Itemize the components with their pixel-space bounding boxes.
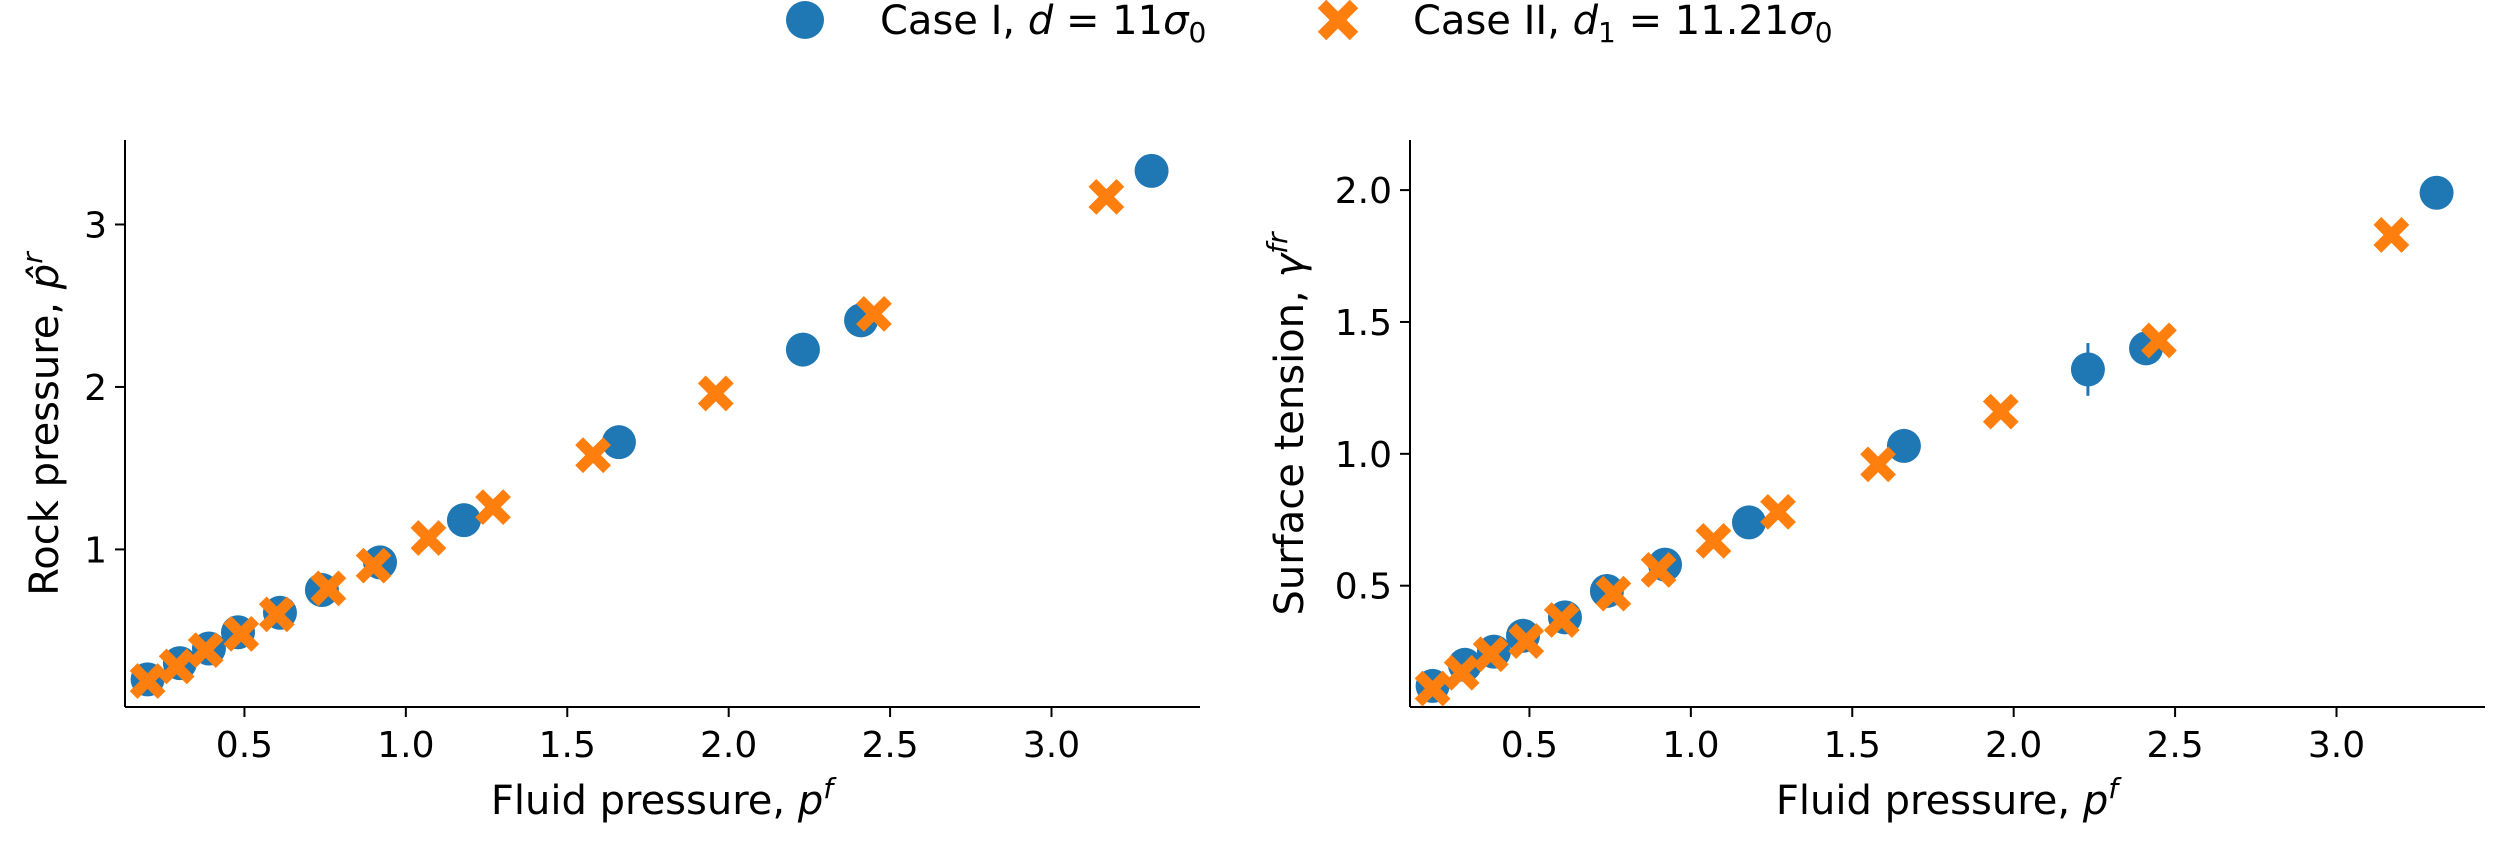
y-tick-label: 1.0 xyxy=(1335,435,1392,476)
data-points xyxy=(129,153,1169,699)
data-point-case2 xyxy=(856,295,892,332)
x-tick-label: 1.0 xyxy=(1662,725,1719,766)
data-point-case2 xyxy=(1472,636,1509,673)
data-point-case1 xyxy=(1731,505,1766,540)
x-tick-label: 3.0 xyxy=(2308,725,2365,766)
y-tick-label: 2.0 xyxy=(1335,171,1392,212)
data-point-case2 xyxy=(475,489,511,526)
rock-pressure-panel: 0.5 1.0 1.5 2.0 2.5 3.0 1 2 3 Fluid pressure, p… xyxy=(16,140,1200,824)
x-tick-label: 1.5 xyxy=(1824,725,1881,766)
legend-label-case1: Case I, d = 11σ0 xyxy=(880,0,1206,49)
data-point-case2 xyxy=(310,570,347,607)
data-point-case2 xyxy=(1640,551,1677,588)
x-ticks: 0.5 1.0 1.5 2.0 2.5 3.0 xyxy=(1501,707,2365,766)
x-tick-label: 2.5 xyxy=(2146,725,2203,766)
data-point-case1 xyxy=(601,425,636,460)
surface-tension-panel: 0.5 1.0 1.5 2.0 2.5 3.0 0.5 1.0 1.5 2.0 Fluid pr… xyxy=(1261,140,2485,824)
x-tick-label: 2.0 xyxy=(1985,725,2042,766)
x-axis-label: Fluid pressure, pf xyxy=(1776,772,2122,824)
y-axis-label: Surface tension, γfr xyxy=(1261,231,1313,615)
y-tick-label: 1 xyxy=(84,530,107,571)
y-tick-label: 1.5 xyxy=(1335,303,1392,344)
y-tick-label: 2 xyxy=(84,368,107,409)
legend: Case I, d = 11σ0 Case II, d1 = 11.21σ0 xyxy=(786,0,1833,49)
data-point-case2 xyxy=(1088,178,1125,215)
data-point-case2 xyxy=(1860,446,1896,483)
x-tick-label: 3.0 xyxy=(1023,725,1080,766)
x-tick-label: 1.0 xyxy=(377,725,434,766)
data-point-case1 xyxy=(2419,175,2454,210)
data-point-case1 xyxy=(2070,352,2105,387)
y-tick-label: 0.5 xyxy=(1335,567,1392,608)
x-axis-label: Fluid pressure, pf xyxy=(491,772,837,824)
data-point-case2 xyxy=(410,520,447,556)
y-ticks: 0.5 1.0 1.5 2.0 xyxy=(1335,171,1410,608)
data-point-case1 xyxy=(1134,153,1169,188)
legend-label-case2: Case II, d1 = 11.21σ0 xyxy=(1413,0,1833,49)
data-point-case1 xyxy=(785,332,820,367)
data-point-case2 xyxy=(2373,217,2410,253)
x-tick-label: 2.0 xyxy=(700,725,757,766)
x-tick-label: 2.5 xyxy=(861,725,918,766)
data-point-case2 xyxy=(158,648,195,685)
data-points xyxy=(1414,175,2454,707)
data-point-case2 xyxy=(355,547,392,584)
data-point-case1 xyxy=(446,503,481,538)
data-point-case2 xyxy=(258,596,295,633)
data-point-case2 xyxy=(1543,602,1580,638)
y-axis-label: Rock pressure, p̂r xyxy=(16,251,68,596)
data-point-case2 xyxy=(1695,522,1732,559)
data-point-case2 xyxy=(187,632,224,669)
data-point-case2 xyxy=(1508,623,1545,659)
y-tick-label: 3 xyxy=(84,205,107,246)
x-ticks: 0.5 1.0 1.5 2.0 2.5 3.0 xyxy=(216,707,1080,766)
data-point-case2 xyxy=(223,616,260,652)
data-point-case2 xyxy=(2141,322,2177,359)
legend-marker-case1 xyxy=(786,1,824,39)
data-point-case2 xyxy=(1982,393,2019,430)
x-tick-label: 0.5 xyxy=(1501,725,1558,766)
data-point-case2 xyxy=(575,437,611,474)
data-point-case2 xyxy=(1595,575,1632,612)
data-point-case2 xyxy=(1414,670,1451,707)
data-point-case2 xyxy=(697,375,734,412)
data-point-case2 xyxy=(1443,654,1480,691)
x-tick-label: 1.5 xyxy=(539,725,596,766)
data-point-case2 xyxy=(1760,493,1796,530)
data-point-case2 xyxy=(129,663,166,699)
legend-marker-case2 xyxy=(1317,0,1359,41)
x-tick-label: 0.5 xyxy=(216,725,273,766)
y-ticks: 1 2 3 xyxy=(84,205,125,571)
